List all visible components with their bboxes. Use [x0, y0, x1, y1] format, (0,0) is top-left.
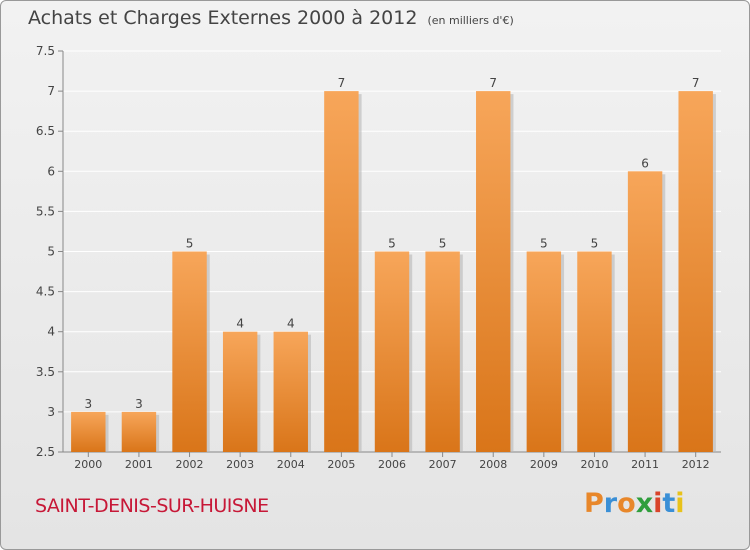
- bar: [222, 331, 258, 452]
- x-tick-labels: 2000 2001 2002 2003 2004 2005 2006 2007 2008 2009…: [74, 458, 709, 471]
- data-label: 5: [591, 237, 599, 251]
- data-label: 7: [489, 76, 497, 90]
- bar: [577, 251, 612, 452]
- data-label: 5: [439, 237, 447, 251]
- proxiti-logo: Proxiti: [584, 488, 685, 519]
- data-label: 6: [641, 156, 649, 170]
- bar: [374, 251, 410, 452]
- x-tick-label: 2002: [176, 458, 204, 471]
- x-tick-label: 2006: [378, 458, 406, 471]
- bar: [273, 331, 308, 452]
- x-tick-label: 2000: [74, 458, 102, 471]
- logo-letter: P: [584, 488, 604, 519]
- y-tick-label: 3: [47, 405, 55, 419]
- y-tick-label: 2.5: [36, 445, 55, 459]
- y-tick-label: 3.5: [36, 365, 55, 379]
- bar: [172, 251, 207, 452]
- bar: [71, 411, 106, 452]
- logo-letter: t: [662, 488, 676, 519]
- logo-letter: i: [675, 488, 685, 519]
- x-tick-label: 2001: [125, 458, 153, 471]
- x-tick-label: 2011: [631, 458, 659, 471]
- title-text: Achats et Charges Externes 2000 à 2012: [28, 7, 418, 29]
- data-labels: 3 3 5 4 4 7 5 5 7 5 5 6 7: [84, 76, 699, 411]
- y-tick-label: 5.5: [36, 204, 55, 218]
- logo-letter: x: [635, 488, 654, 519]
- x-tick-label: 2012: [682, 458, 710, 471]
- title-unit: (en milliers d'€): [427, 14, 514, 27]
- bar: [678, 91, 713, 452]
- bar: [324, 91, 359, 452]
- y-tick-label: 4: [47, 325, 55, 339]
- y-tick-label: 6.5: [36, 124, 55, 138]
- x-tick-label: 2005: [327, 458, 355, 471]
- bar: [627, 171, 663, 453]
- bars: [71, 91, 716, 453]
- logo-letter: i: [653, 488, 663, 519]
- x-tick-label: 2008: [479, 458, 507, 471]
- chart-title: Achats et Charges Externes 2000 à 2012 (e…: [28, 7, 514, 35]
- bar: [476, 91, 511, 452]
- logo-letter: r: [603, 488, 618, 519]
- bar: [425, 251, 460, 452]
- y-tick-label: 5: [47, 245, 55, 259]
- data-label: 3: [135, 397, 143, 411]
- data-label: 7: [692, 76, 700, 90]
- data-label: 4: [287, 317, 295, 331]
- data-label: 7: [338, 76, 346, 90]
- x-tick-label: 2004: [277, 458, 305, 471]
- data-label: 3: [84, 397, 92, 411]
- logo-letter: o: [617, 488, 636, 519]
- data-label: 5: [388, 237, 396, 251]
- x-tick-label: 2009: [530, 458, 558, 471]
- y-tick-label: 4.5: [36, 285, 55, 299]
- bar: [526, 251, 562, 452]
- data-label: 4: [236, 317, 244, 331]
- commune-name: SAINT-DENIS-SUR-HUISNE: [35, 495, 269, 517]
- x-tick-label: 2010: [580, 458, 608, 471]
- data-label: 5: [540, 237, 548, 251]
- y-tick-label: 6: [47, 164, 55, 178]
- y-tick-labels: 2.5 3 3.5 4 4.5 5 5.5 6 6.5 7 7.5: [36, 44, 55, 459]
- data-label: 5: [186, 237, 194, 251]
- y-tick-label: 7.5: [36, 44, 55, 58]
- x-tick-label: 2007: [429, 458, 457, 471]
- bar: [121, 411, 157, 452]
- x-tick-label: 2003: [226, 458, 254, 471]
- y-tick-label: 7: [47, 84, 55, 98]
